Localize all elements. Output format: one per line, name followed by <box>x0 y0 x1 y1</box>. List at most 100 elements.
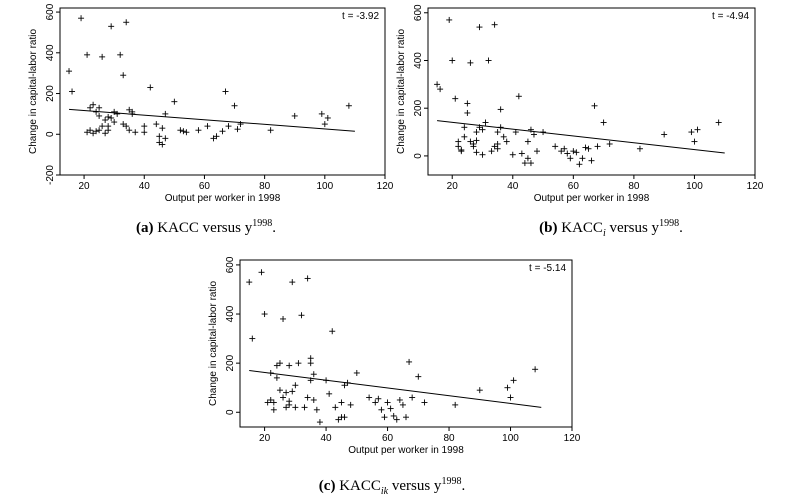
x-tick-label: 40 <box>139 181 151 192</box>
data-point <box>183 129 190 136</box>
data-point <box>341 414 348 421</box>
fit-line <box>249 370 542 408</box>
data-point <box>141 123 148 130</box>
x-tick-label: 100 <box>316 181 333 192</box>
chart-b: 20 40 60 80 100 120 0 200 400 600 Output per worke… <box>396 4 764 204</box>
data-point <box>96 104 103 111</box>
data-point <box>341 382 348 389</box>
data-point <box>449 57 456 64</box>
data-point <box>375 395 382 402</box>
data-point <box>111 108 118 115</box>
x-axis-title: Output per worker in 1998 <box>348 445 464 456</box>
data-point <box>286 362 293 369</box>
data-point <box>558 148 565 155</box>
data-point <box>570 148 577 155</box>
caption-a-label: (a) <box>135 220 154 236</box>
data-point <box>132 129 139 136</box>
panel-b: 20 40 60 80 100 120 0 200 400 600 Output per worke… <box>393 0 786 250</box>
data-point <box>564 150 571 157</box>
caption-a-sup: 1998 <box>252 218 273 229</box>
data-point <box>304 275 311 282</box>
caption-b-mid: versus y <box>605 220 660 236</box>
data-point <box>219 128 226 135</box>
data-point <box>249 335 256 342</box>
data-point <box>491 21 498 28</box>
data-point <box>84 51 91 58</box>
data-point <box>283 389 290 396</box>
data-point <box>688 129 695 136</box>
caption-c-mid: versus y <box>388 478 442 494</box>
data-point <box>222 88 229 95</box>
chart-a: 20 40 60 80 100 120 -200 0 200 400 600 Output per w… <box>28 3 394 204</box>
data-point <box>162 110 169 117</box>
data-point <box>321 121 328 128</box>
fit-line <box>437 120 725 154</box>
data-point <box>87 127 94 134</box>
data-point <box>335 416 342 423</box>
data-point <box>452 401 459 408</box>
data-point <box>295 360 302 367</box>
data-point <box>195 127 202 134</box>
data-point <box>579 155 586 162</box>
x-tick-label: 40 <box>507 181 519 192</box>
y-tick-label: -200 <box>45 165 56 185</box>
data-point <box>479 151 486 158</box>
data-point <box>393 416 400 423</box>
data-point <box>147 84 154 91</box>
caption-a-end: . <box>272 220 276 236</box>
caption-c-text: KACC <box>339 478 381 494</box>
caption-a-text: KACC versus y <box>157 220 253 236</box>
y-axis-title: Change in capital-labor ratio <box>396 29 407 155</box>
data-point <box>323 377 330 384</box>
data-point <box>384 399 391 406</box>
y-tick-label: 600 <box>45 3 56 20</box>
data-point <box>521 160 528 167</box>
data-point <box>479 126 486 133</box>
data-point <box>292 382 299 389</box>
data-point <box>96 112 103 119</box>
y-tick-label: 200 <box>45 85 56 102</box>
data-point <box>93 108 100 115</box>
data-point <box>120 72 127 79</box>
x-tick-label: 20 <box>447 181 459 192</box>
data-point <box>141 129 148 136</box>
data-point <box>485 57 492 64</box>
data-point <box>210 135 217 142</box>
data-point <box>338 399 345 406</box>
data-point <box>527 160 534 167</box>
data-point <box>310 396 317 403</box>
data-point <box>588 157 595 164</box>
data-point <box>387 405 394 412</box>
data-point <box>318 110 325 117</box>
x-tick-label: 120 <box>377 181 394 192</box>
data-point <box>661 131 668 138</box>
data-point <box>497 124 504 131</box>
data-point <box>326 390 333 397</box>
data-point <box>344 379 351 386</box>
y-tick-label: 600 <box>413 4 424 21</box>
data-point <box>452 95 459 102</box>
caption-b-label: (b) <box>539 220 558 236</box>
data-point <box>409 394 416 401</box>
data-point <box>270 399 277 406</box>
data-point <box>153 121 160 128</box>
fit-line <box>68 108 355 132</box>
data-point <box>204 123 211 130</box>
data-point <box>102 130 109 137</box>
t-statistic: t = -5.14 <box>529 263 566 274</box>
data-point <box>231 102 238 109</box>
data-point <box>111 119 118 126</box>
data-point <box>476 124 483 131</box>
y-tick-label: 400 <box>45 44 56 61</box>
data-point <box>264 399 271 406</box>
data-point <box>473 129 480 136</box>
y-axis-title: Change in capital-labor ratio <box>28 29 39 155</box>
data-point <box>366 394 373 401</box>
data-point <box>467 59 474 66</box>
data-point <box>332 404 339 411</box>
data-point <box>78 15 85 22</box>
data-point <box>69 88 76 95</box>
data-point <box>261 311 268 318</box>
data-point <box>518 150 525 157</box>
data-point <box>347 401 354 408</box>
